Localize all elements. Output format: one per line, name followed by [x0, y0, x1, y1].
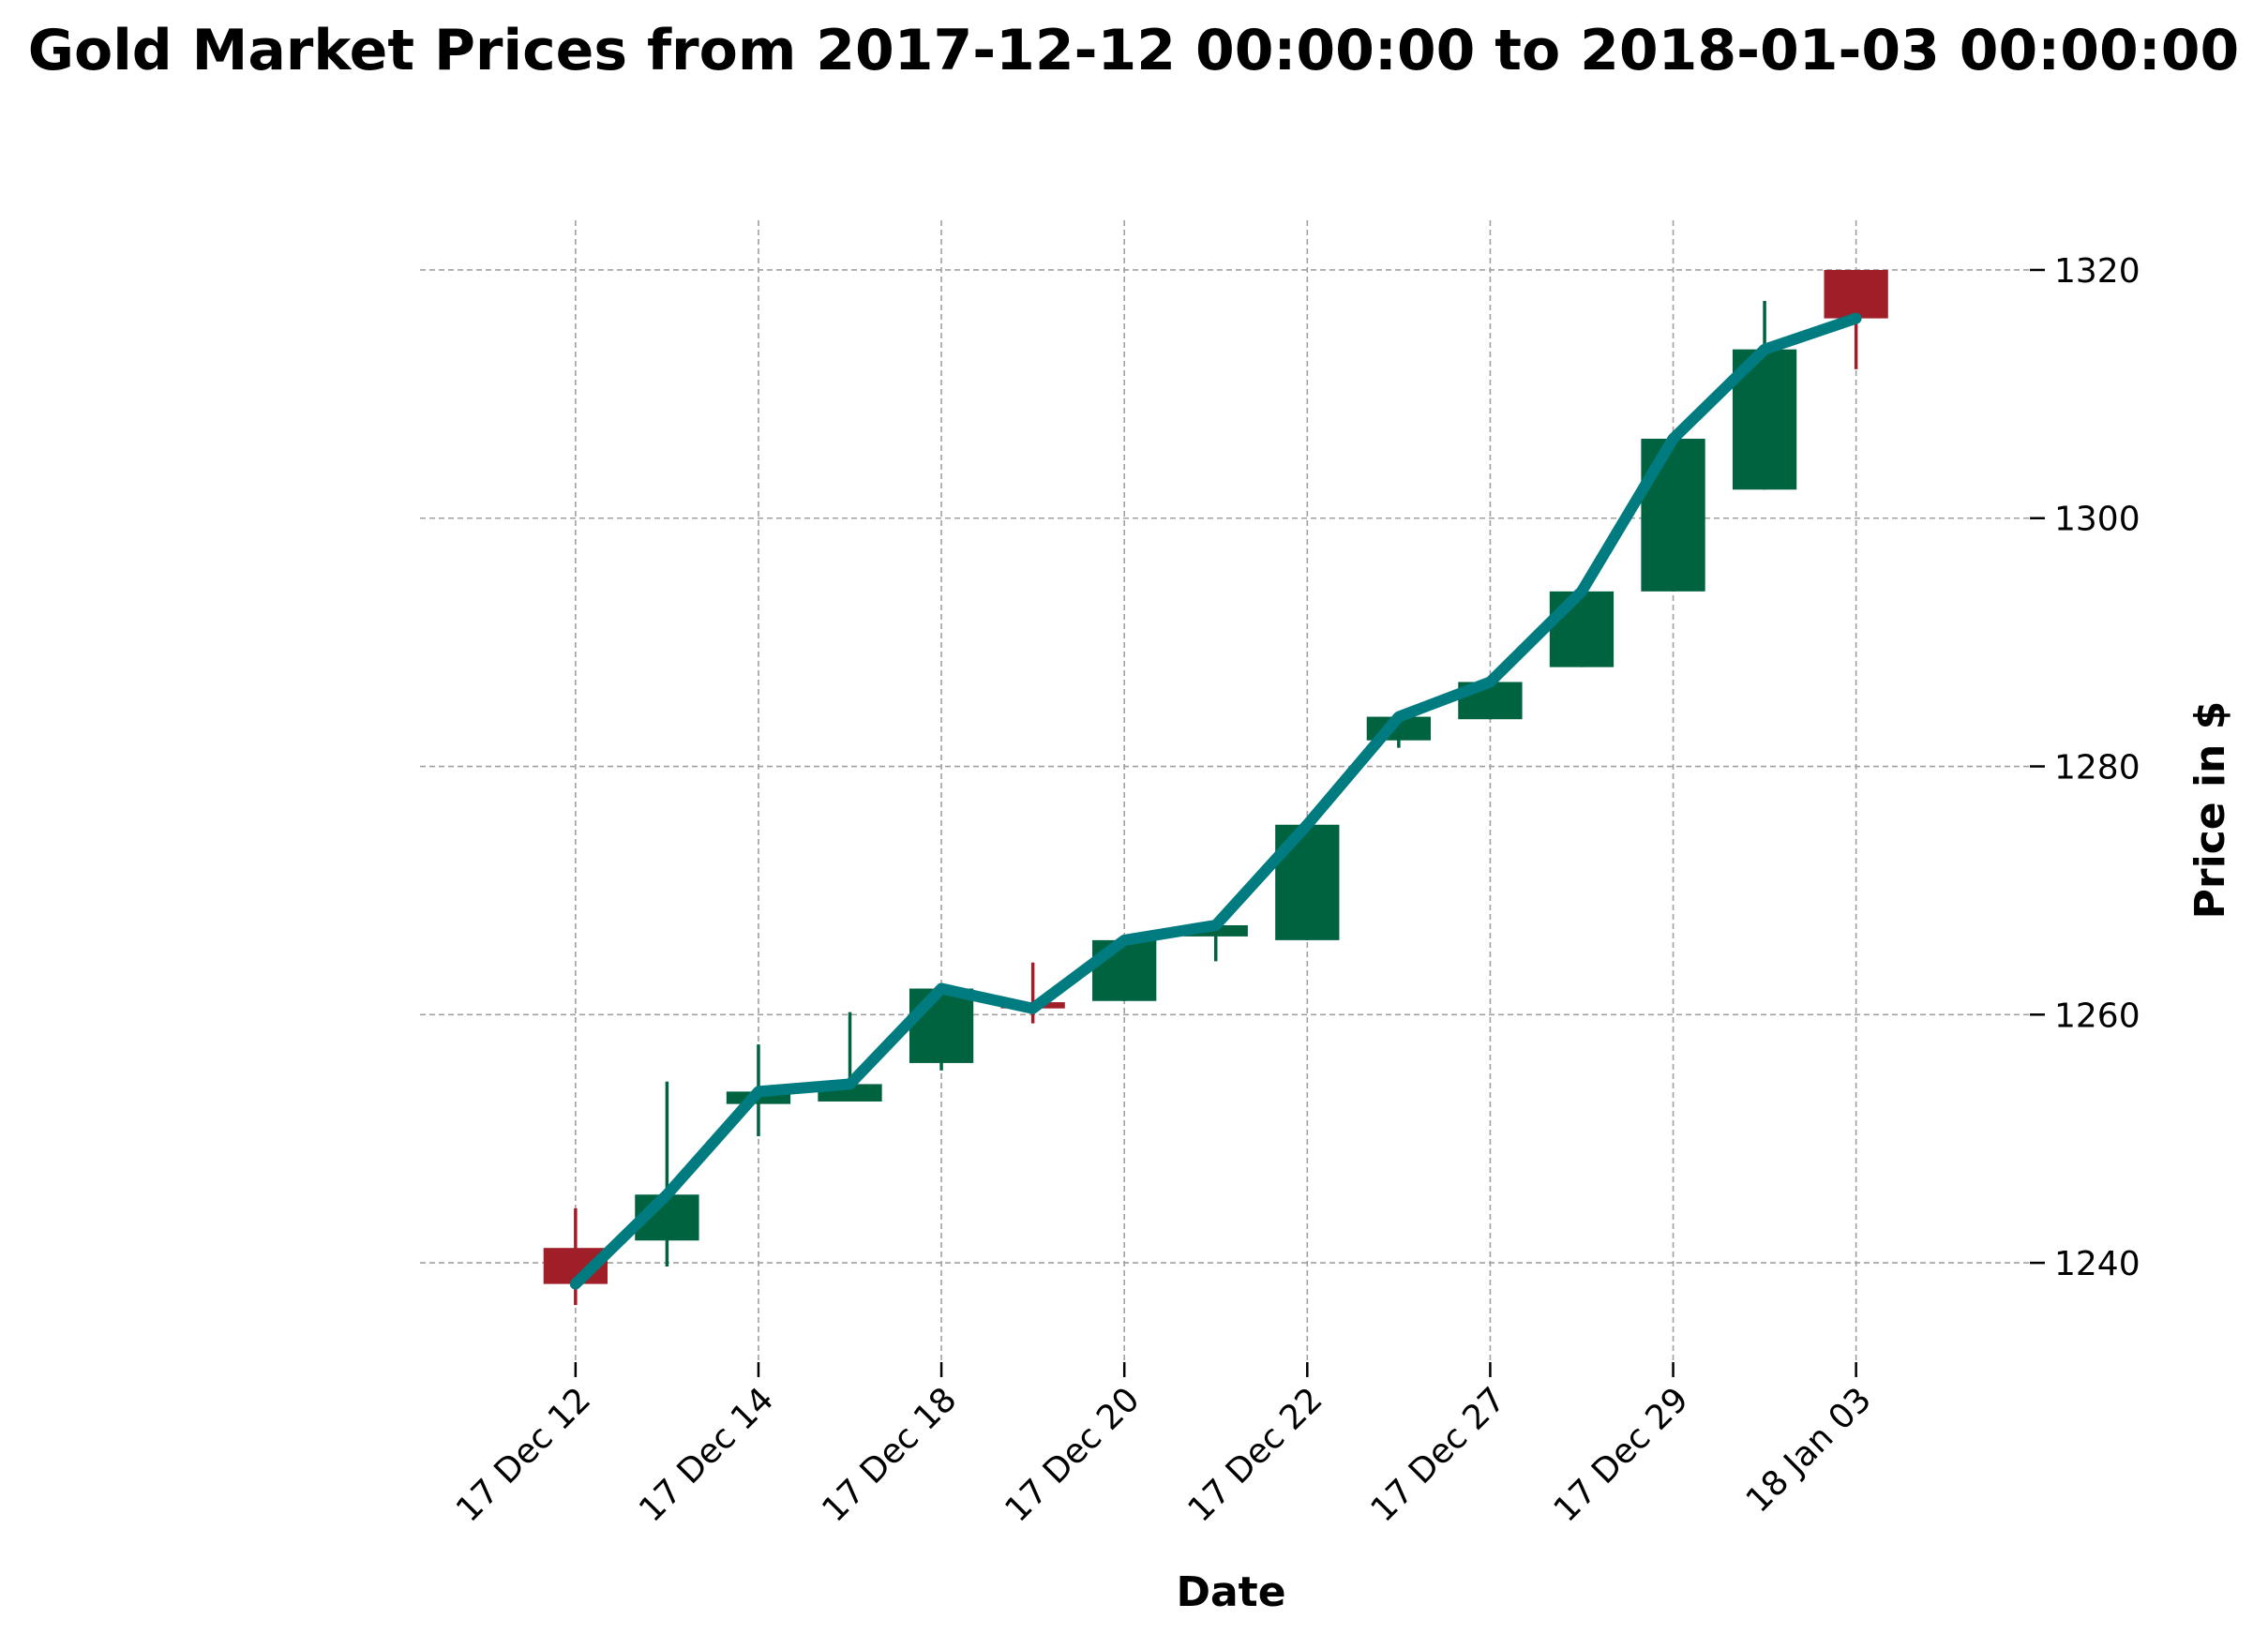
x-tick-label: 17 Dec 27 [1364, 1380, 1513, 1529]
y-tick-label: 1240 [2054, 1245, 2140, 1283]
x-tick-label: 17 Dec 18 [815, 1380, 964, 1529]
candle-body [1824, 269, 1888, 319]
candle [1549, 591, 1615, 667]
x-tick-label: 17 Dec 12 [449, 1380, 598, 1529]
y-tick-label: 1260 [2054, 997, 2140, 1035]
chart-title: Gold Market Prices from 2017-12-12 00:00… [28, 18, 2240, 83]
x-tick-label: 17 Dec 22 [1180, 1380, 1329, 1529]
candle [1641, 439, 1705, 592]
candle-body [1549, 591, 1615, 667]
candle [1732, 301, 1797, 490]
candle-body [909, 988, 974, 1063]
y-tick-label: 1320 [2054, 252, 2140, 291]
candle [909, 987, 974, 1071]
x-tick-label: 17 Dec 29 [1547, 1380, 1696, 1529]
y-tick-label: 1280 [2054, 749, 2140, 787]
candle [1092, 939, 1157, 1001]
close-line-layer [569, 312, 1862, 1290]
grid [420, 220, 2030, 1362]
y-axis-label: Price in $ [2186, 701, 2234, 920]
x-tick-label: 17 Dec 14 [632, 1380, 781, 1529]
close-price-line [569, 312, 1862, 1290]
candle-body [1641, 439, 1705, 592]
candle-body [1092, 939, 1157, 1001]
y-tick-label: 1300 [2054, 501, 2140, 539]
x-tick-label: 18 Jan 03 [1739, 1380, 1879, 1520]
candle [1824, 269, 1888, 369]
x-axis-label: Date [1176, 1568, 1285, 1616]
x-tick-label: 17 Dec 20 [998, 1380, 1147, 1529]
